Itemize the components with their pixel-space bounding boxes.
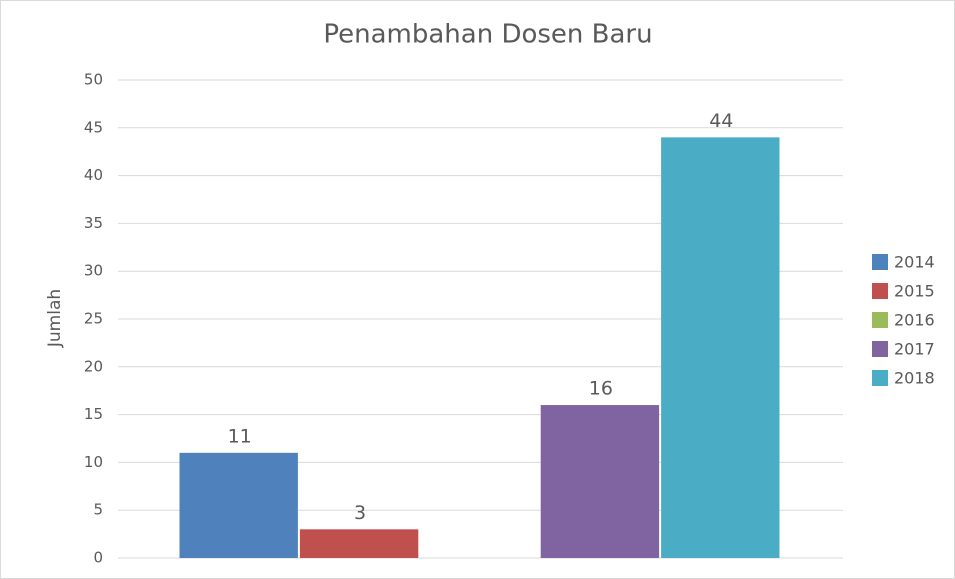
y-tick-label: 30 [84,262,103,280]
y-tick-label: 15 [84,405,103,423]
bar [299,529,419,558]
legend-swatch [872,283,888,299]
legend-label: 2014 [894,253,935,272]
data-label: 44 [709,110,733,132]
data-label: 3 [354,502,366,524]
legend-swatch [872,370,888,386]
y-axis-label: Jumlah [45,289,65,348]
bar [661,137,780,559]
bar [179,452,298,558]
y-tick-label: 50 [84,71,103,89]
y-tick-label: 20 [84,357,103,375]
legend-swatch [872,312,888,328]
bar [540,405,660,558]
legend-label: 2015 [894,282,935,301]
y-tick-label: 10 [84,453,103,471]
legend-label: 2016 [894,311,935,330]
data-label: 11 [228,425,252,447]
y-tick-label: 5 [93,501,103,519]
legend-label: 2017 [894,340,935,359]
data-label: 16 [589,378,613,400]
chart-title: Penambahan Dosen Baru [323,20,652,50]
y-tick-label: 0 [93,549,103,567]
legend-swatch [872,254,888,270]
y-tick-label: 25 [84,310,103,328]
y-tick-label: 45 [84,118,103,136]
legend-label: 2018 [894,369,935,388]
legend-swatch [872,341,888,357]
y-tick-label: 35 [84,214,103,232]
y-tick-label: 40 [84,166,103,184]
